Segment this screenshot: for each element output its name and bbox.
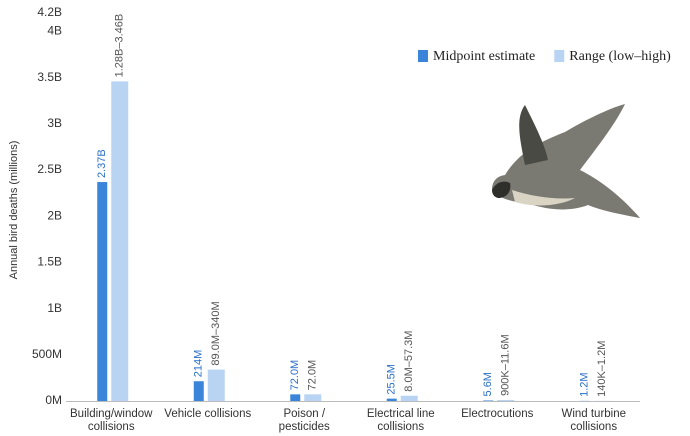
bar [207,369,225,401]
value-label: 5.6M [482,372,494,396]
legend-swatch [418,50,428,62]
x-tick-label: Vehicle collisions [164,408,252,420]
value-label: 1.2M [579,372,591,396]
bar [193,381,204,401]
bar [386,398,397,401]
bar [304,394,322,401]
value-label: 72.0M [307,360,319,391]
legend-swatch [554,50,565,62]
value-label: 72.0M [289,360,301,391]
legend: Midpoint estimate Range (low–high) [418,49,671,64]
x-tick-label: Wind turbine collisions [561,408,627,433]
x-tick-label: Electrical line collisions [366,408,435,433]
value-label: 1.28B–3.46B [114,14,126,78]
bar [111,81,129,401]
value-label: 214M [193,350,205,378]
bar [483,400,494,401]
x-tick-label: Building/window collisions [70,408,153,433]
legend-label: Midpoint estimate [433,49,535,64]
value-label: 2.37B [96,149,108,178]
y-tick-label: 4.2B [37,5,62,19]
y-tick-label: 0M [45,393,62,407]
y-tick-label: 2.5B [37,162,62,176]
bar [290,394,301,401]
value-label: 8.0M–57.3M [403,331,415,392]
value-label: 900K–11.6M [500,334,512,396]
y-tick-label: 2B [47,208,62,222]
bird-illustration [492,104,640,218]
bar [97,182,108,401]
x-tick-label: Electrocutions [461,408,534,420]
y-axis-title: Annual bird deaths (millions) [8,141,20,280]
x-tick-label: Poison / pesticides [278,408,330,433]
y-tick-label: 1B [47,301,62,315]
y-tick-label: 4B [47,24,62,38]
legend-label: Range (low–high) [569,49,671,64]
y-tick-label: 3.5B [37,70,62,84]
y-tick-label: 3B [47,116,62,130]
y-tick-label: 500M [32,347,62,361]
value-label: 89.0M–340M [210,301,222,365]
bar [400,395,418,401]
bar [497,399,515,401]
y-tick-label: 1.5B [37,255,62,269]
value-label: 25.5M [386,364,398,395]
value-label: 140K–1.2M [596,341,608,397]
